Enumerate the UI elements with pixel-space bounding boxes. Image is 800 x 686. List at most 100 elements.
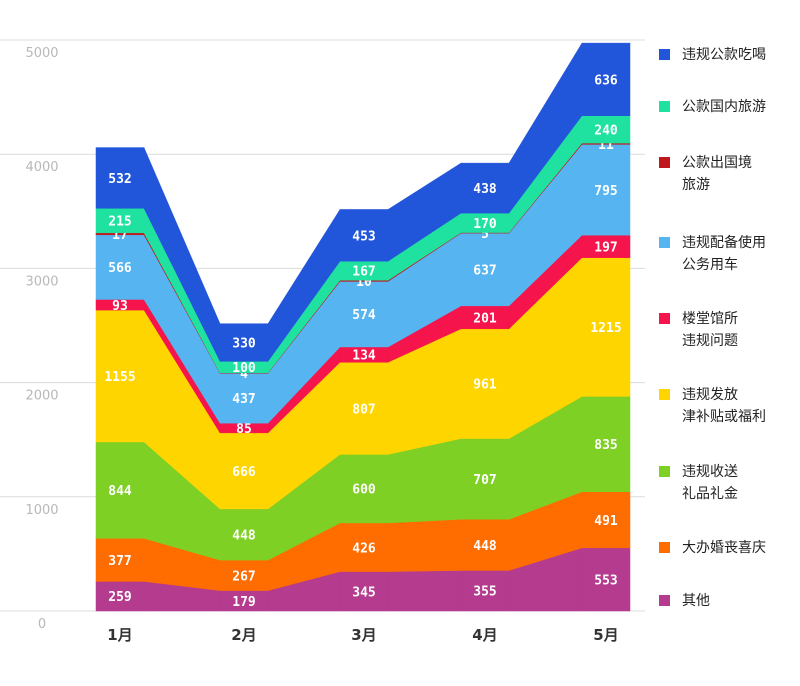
- value-label: 259: [108, 590, 131, 605]
- y-tick-label: 2000: [25, 389, 58, 404]
- value-label: 666: [232, 465, 256, 480]
- area-segment: [339, 522, 389, 572]
- x-tick-label: 1月: [107, 626, 132, 644]
- value-label: 566: [108, 261, 132, 276]
- x-tick-label: 3月: [351, 626, 376, 644]
- legend-swatch: [659, 595, 670, 606]
- area-segment: [95, 208, 145, 234]
- area-segment: [339, 362, 389, 455]
- value-label: 345: [352, 585, 375, 600]
- value-label: 961: [473, 378, 497, 393]
- y-tick-label: 3000: [25, 274, 58, 289]
- area-segment: [460, 438, 510, 520]
- value-label: 600: [352, 483, 376, 498]
- value-label: 330: [232, 337, 256, 352]
- legend-swatch: [659, 49, 670, 60]
- area-connector: [387, 519, 462, 572]
- legend-label: 楼堂馆所 违规问题: [682, 311, 738, 349]
- y-tick-label: 1000: [25, 503, 58, 518]
- value-label: 4: [240, 367, 248, 382]
- y-tick-label: 0: [38, 617, 46, 632]
- value-label: 636: [594, 73, 618, 88]
- value-label: 134: [352, 349, 376, 364]
- value-label: 201: [473, 311, 497, 326]
- legend-label: 其他: [682, 593, 710, 609]
- x-tick-label: 5月: [593, 626, 618, 644]
- legend-label: 违规公款吃喝: [682, 47, 766, 63]
- area-segment: [339, 281, 389, 348]
- area-segment: [339, 209, 389, 262]
- value-label: 453: [352, 229, 375, 244]
- value-label: 167: [352, 265, 375, 280]
- area-segment: [581, 115, 631, 144]
- area-segment: [581, 491, 631, 549]
- legend-label: 公款出国境 旅游: [682, 155, 752, 193]
- value-label: 197: [594, 240, 617, 255]
- area-segment: [95, 309, 145, 443]
- value-label: 448: [232, 528, 256, 543]
- value-label: 795: [594, 184, 617, 199]
- value-label: 426: [352, 541, 376, 556]
- area-segment: [219, 372, 269, 424]
- value-label: 574: [352, 308, 376, 323]
- legend-swatch: [659, 157, 670, 168]
- value-label: 437: [232, 392, 255, 407]
- value-label: 170: [473, 217, 497, 232]
- legend-swatch: [659, 466, 670, 477]
- area-segment: [581, 144, 631, 236]
- legend-swatch: [659, 313, 670, 324]
- value-label: 5: [481, 227, 489, 242]
- area-segment: [95, 538, 145, 582]
- legend-label: 违规配备使用 公务用车: [682, 235, 766, 273]
- legend-label: 违规收送 礼品礼金: [682, 464, 738, 502]
- area-segment: [95, 441, 145, 539]
- area-segment: [460, 162, 510, 214]
- legend-label: 违规发放 津补贴或福利: [682, 387, 766, 425]
- y-tick-label: 5000: [25, 46, 58, 61]
- y-tick-label: 4000: [25, 160, 58, 175]
- area-connector: [387, 570, 462, 612]
- value-label: 1155: [104, 370, 135, 385]
- value-label: 267: [232, 569, 255, 584]
- area-segment: [581, 396, 631, 493]
- area-segment: [95, 581, 145, 612]
- value-label: 448: [473, 539, 497, 554]
- value-label: 553: [594, 573, 617, 588]
- area-segment: [95, 147, 145, 209]
- value-label: 637: [473, 263, 496, 278]
- value-label: 355: [473, 585, 496, 600]
- legend-swatch: [659, 237, 670, 248]
- value-label: 240: [594, 123, 618, 138]
- legend-swatch: [659, 542, 670, 553]
- legend-swatch: [659, 101, 670, 112]
- value-label: 844: [108, 484, 132, 499]
- value-label: 100: [232, 361, 256, 376]
- legend-label: 大办婚丧喜庆: [682, 540, 766, 556]
- area-segment: [460, 519, 510, 571]
- x-tick-label: 2月: [231, 626, 256, 644]
- legend-swatch: [659, 389, 670, 400]
- value-label: 93: [112, 299, 128, 314]
- value-label: 835: [594, 438, 617, 453]
- value-label: 85: [236, 422, 252, 437]
- area-segment: [219, 323, 269, 362]
- value-label: 707: [473, 473, 496, 488]
- area-segment: [581, 547, 631, 612]
- value-label: 1215: [590, 321, 621, 336]
- x-tick-label: 4月: [472, 626, 497, 644]
- area-segment: [219, 559, 269, 591]
- value-label: 377: [108, 554, 131, 569]
- value-label: 438: [473, 182, 497, 197]
- area-segment: [339, 454, 389, 524]
- value-label: 491: [594, 514, 618, 529]
- area-segment: [219, 508, 269, 561]
- area-segment: [219, 432, 269, 510]
- legend-label: 公款国内旅游: [682, 99, 766, 115]
- area-segment: [581, 42, 631, 116]
- value-label: 807: [352, 402, 375, 417]
- value-label: 179: [232, 595, 255, 610]
- area-segment: [95, 234, 145, 300]
- value-label: 215: [108, 215, 131, 230]
